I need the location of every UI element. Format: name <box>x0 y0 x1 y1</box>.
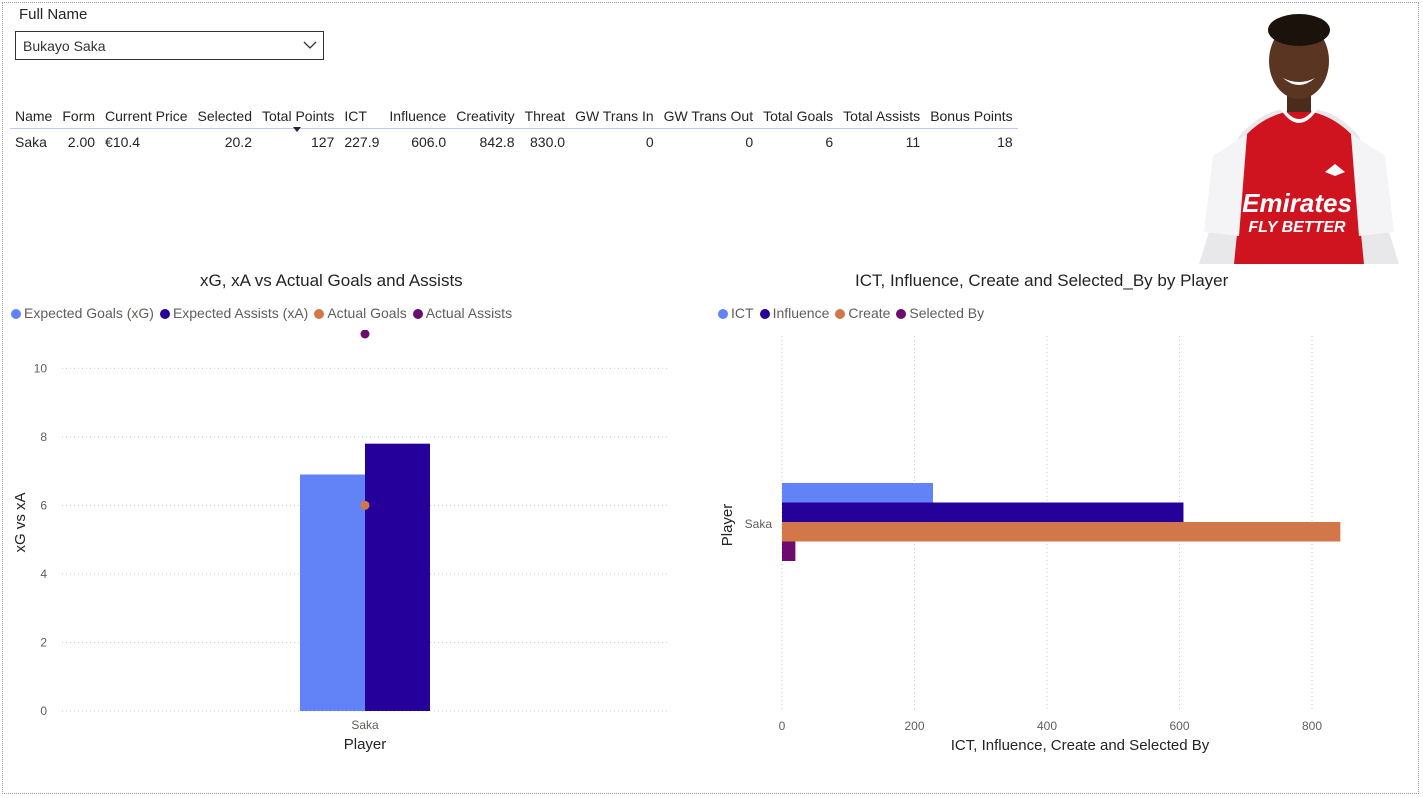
legend-marker <box>835 309 846 319</box>
chart2-legend: ICT Influence Create Selected By <box>718 305 990 321</box>
legend-item[interactable]: Actual Assists <box>412 305 513 321</box>
legend-label: Expected Goals (xG) <box>24 305 154 321</box>
legend-label: Actual Goals <box>327 305 407 321</box>
data-point <box>360 500 370 510</box>
y-tick-label: 0 <box>40 704 47 718</box>
slicer-selected-value: Bukayo Saka <box>23 38 106 54</box>
legend-label: Actual Assists <box>425 305 513 321</box>
y-tick-label: Saka <box>745 517 773 531</box>
chart2-title: ICT, Influence, Create and Selected_By b… <box>855 271 1229 290</box>
column-header[interactable]: Name <box>10 104 58 129</box>
player-slicer-dropdown[interactable]: Bukayo Saka <box>15 31 324 60</box>
bar <box>300 474 365 711</box>
legend-label: Influence <box>772 305 830 321</box>
chart2-plot: 0 200 400 600 800 Saka ICT, Influence, Create … <box>719 336 1341 754</box>
column-header[interactable]: Current Price <box>100 104 193 129</box>
table-cell: 606.0 <box>411 134 447 150</box>
legend-item[interactable]: Expected Goals (xG) <box>11 305 154 321</box>
legend-item[interactable]: Actual Goals <box>314 305 407 321</box>
legend-marker <box>159 309 170 319</box>
legend-marker <box>759 309 770 319</box>
table-cell: 6 <box>825 134 834 150</box>
bar <box>782 522 1341 542</box>
bar <box>782 541 796 561</box>
legend-marker <box>412 309 423 319</box>
x-tick-label: 400 <box>1037 719 1057 733</box>
x-tick-label: 800 <box>1302 719 1322 733</box>
y-tick-label: 8 <box>40 430 47 444</box>
column-header[interactable]: Total Goals <box>758 104 839 129</box>
column-header[interactable]: Total Points <box>256 104 340 132</box>
legend-item[interactable]: Create <box>835 305 890 321</box>
x-axis-title: Player <box>344 736 387 753</box>
column-header[interactable]: GW Trans In <box>570 104 659 129</box>
x-tick-label: 200 <box>904 719 924 733</box>
legend-marker <box>314 309 325 319</box>
table-cell: 0 <box>645 134 654 150</box>
y-tick-label: 2 <box>40 635 47 649</box>
player-photo: Emirates FLY BETTER <box>1199 14 1399 264</box>
table-cell: 11 <box>905 134 921 150</box>
legend-marker <box>896 309 907 319</box>
slicer-title: Full Name <box>19 6 88 23</box>
table-cell: 20.2 <box>224 134 252 150</box>
table-cell: 18 <box>997 134 1013 150</box>
y-axis-title: Player <box>719 504 736 547</box>
column-header[interactable]: Threat <box>519 104 571 129</box>
legend-label: Create <box>848 305 891 321</box>
table-header-row: Name Form Current Price Selected Total Point… <box>10 104 1018 132</box>
column-header[interactable]: Creativity <box>451 104 520 129</box>
column-header[interactable]: Form <box>57 104 101 129</box>
column-header[interactable]: ICT <box>339 104 385 129</box>
y-tick-label: 4 <box>40 567 47 581</box>
legend-item[interactable]: Influence <box>759 305 830 321</box>
legend-item[interactable]: Selected By <box>896 305 984 321</box>
chart1-plot: 0 2 4 6 8 10 Saka Player xG vs xA <box>12 330 668 753</box>
x-axis-title: ICT, Influence, Create and Selected By <box>951 737 1210 754</box>
table-cell: €10.4 <box>105 134 141 150</box>
table-cell: 0 <box>745 134 754 150</box>
legend-label: Selected By <box>909 305 985 321</box>
bar <box>365 443 430 711</box>
legend-marker <box>718 309 728 319</box>
column-header[interactable]: Selected <box>192 104 257 129</box>
bar <box>782 483 933 503</box>
table-cell: 2.00 <box>67 134 96 150</box>
table-cell: 830.0 <box>530 134 566 150</box>
column-header[interactable]: GW Trans Out <box>658 104 759 129</box>
column-header[interactable]: Total Assists <box>838 104 926 129</box>
data-point <box>360 330 370 339</box>
bar <box>782 502 1184 522</box>
x-tick-label: 600 <box>1169 719 1189 733</box>
column-header[interactable]: Bonus Points <box>925 104 1018 129</box>
table-cell: Saka <box>15 134 47 150</box>
chart1-title: xG, xA vs Actual Goals and Assists <box>200 271 463 290</box>
table-cell: 127 <box>311 134 335 150</box>
chart1-legend: Expected Goals (xG) Expected Assists (xA)… <box>11 305 518 321</box>
sort-descending-icon <box>293 127 302 132</box>
legend-label: Expected Assists (xA) <box>172 305 309 321</box>
legend-label: ICT <box>731 305 754 321</box>
table-row[interactable]: Saka 2.00 €10.4 20.2 127 227.9 606.0 842.8 830.0… <box>10 129 1018 156</box>
photo-sponsor-line2: FLY BETTER <box>1248 219 1346 236</box>
photo-sponsor-line1: Emirates <box>1242 188 1352 218</box>
y-tick-label: 10 <box>34 361 48 375</box>
chevron-down-icon <box>303 41 317 49</box>
x-tick-label: 0 <box>779 719 786 733</box>
y-axis-title: xG vs xA <box>12 492 29 552</box>
legend-marker <box>11 309 21 319</box>
table-cell: 227.9 <box>344 134 380 150</box>
column-header[interactable]: Influence <box>384 104 452 129</box>
brand-logo-icon <box>1325 164 1345 176</box>
player-stats-table: Name Form Current Price Selected Total Point… <box>10 104 1018 155</box>
table-cell: 842.8 <box>479 134 515 150</box>
legend-item[interactable]: Expected Assists (xA) <box>159 305 309 321</box>
legend-item[interactable]: ICT <box>718 305 754 321</box>
y-tick-label: 6 <box>40 498 47 512</box>
x-tick-label: Saka <box>351 718 379 732</box>
